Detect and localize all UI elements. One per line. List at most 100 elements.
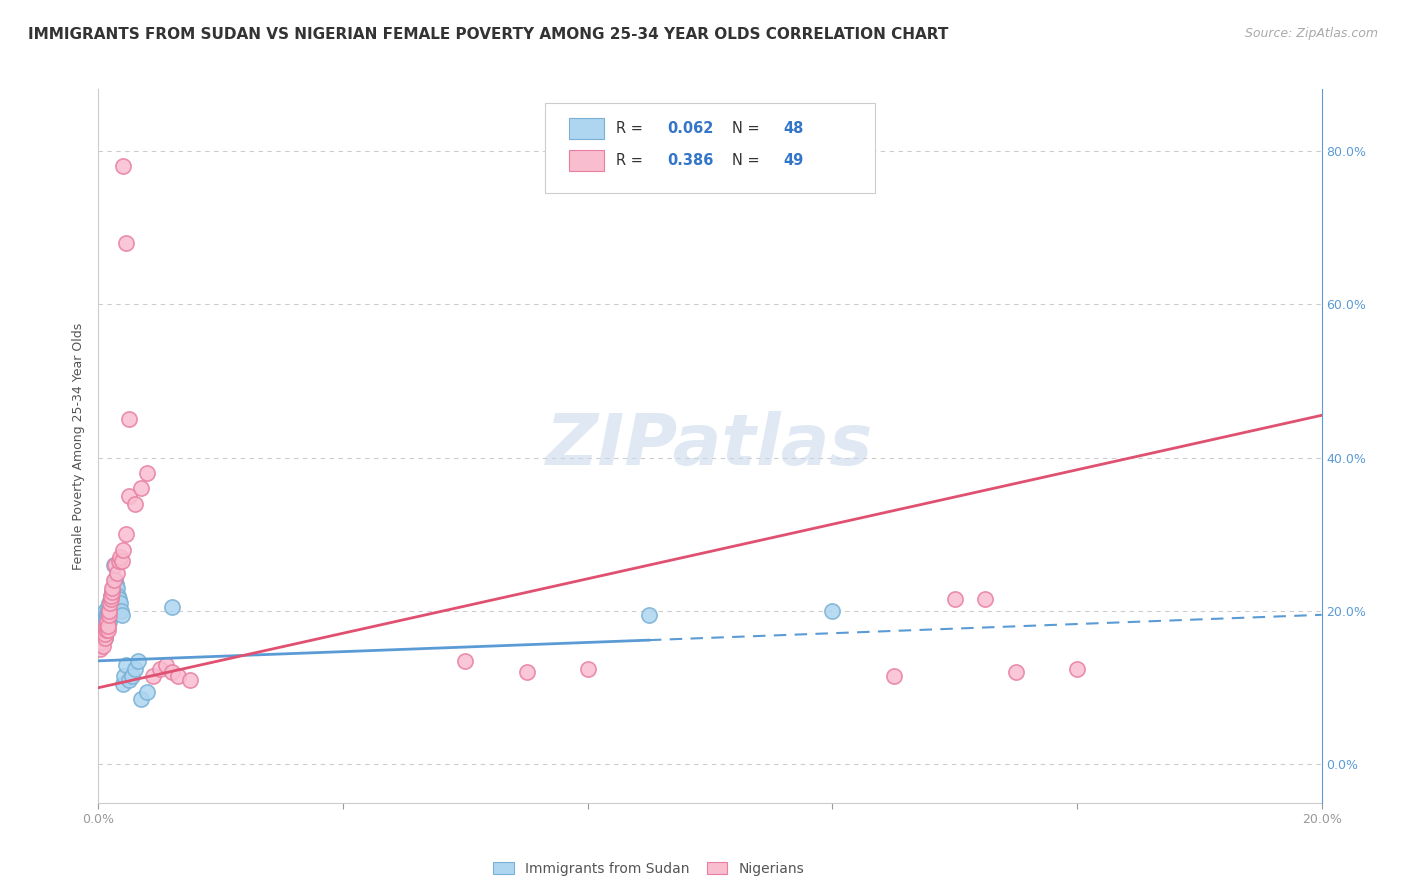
Text: N =: N =	[733, 153, 765, 168]
Text: 48: 48	[783, 121, 804, 136]
Point	[90, 634, 112, 648]
Point	[112, 669, 135, 683]
Point	[93, 615, 115, 630]
Point	[821, 604, 844, 618]
Point	[91, 627, 114, 641]
Point	[115, 527, 138, 541]
Point	[1004, 665, 1026, 680]
Point	[97, 619, 120, 633]
Point	[974, 592, 997, 607]
Point	[110, 604, 132, 618]
Legend: Immigrants from Sudan, Nigerians: Immigrants from Sudan, Nigerians	[488, 856, 810, 881]
Y-axis label: Female Poverty Among 25-34 Year Olds: Female Poverty Among 25-34 Year Olds	[72, 322, 86, 570]
Point	[98, 596, 121, 610]
Point	[94, 623, 117, 637]
Point	[98, 604, 121, 618]
Text: R =: R =	[616, 121, 647, 136]
Point	[93, 631, 115, 645]
Text: 49: 49	[783, 153, 804, 168]
Point	[100, 589, 122, 603]
Point	[637, 607, 661, 622]
Point	[121, 669, 143, 683]
Point	[93, 631, 115, 645]
Point	[89, 642, 111, 657]
Point	[129, 481, 152, 495]
Point	[90, 634, 112, 648]
Text: ZIPatlas: ZIPatlas	[547, 411, 873, 481]
Point	[127, 654, 149, 668]
Point	[100, 589, 122, 603]
Point	[101, 581, 124, 595]
Text: Source: ZipAtlas.com: Source: ZipAtlas.com	[1244, 27, 1378, 40]
Point	[111, 677, 134, 691]
Point	[94, 604, 117, 618]
Point	[136, 466, 159, 480]
Point	[108, 550, 131, 565]
Point	[91, 612, 114, 626]
FancyBboxPatch shape	[546, 103, 875, 193]
Text: N =: N =	[733, 121, 765, 136]
Point	[94, 607, 117, 622]
Point	[118, 489, 141, 503]
Point	[111, 554, 134, 568]
Point	[94, 627, 117, 641]
Point	[943, 592, 966, 607]
FancyBboxPatch shape	[569, 150, 603, 171]
Point	[97, 607, 120, 622]
Point	[883, 669, 905, 683]
Point	[111, 159, 134, 173]
Point	[124, 661, 146, 675]
Point	[100, 592, 122, 607]
Point	[179, 673, 201, 687]
Point	[129, 692, 152, 706]
Point	[98, 607, 121, 622]
Point	[96, 615, 118, 630]
Point	[89, 639, 111, 653]
Text: IMMIGRANTS FROM SUDAN VS NIGERIAN FEMALE POVERTY AMONG 25-34 YEAR OLDS CORRELATI: IMMIGRANTS FROM SUDAN VS NIGERIAN FEMALE…	[28, 27, 949, 42]
Point	[105, 581, 128, 595]
Point	[91, 619, 114, 633]
Point	[91, 623, 114, 637]
Point	[115, 657, 138, 672]
Point	[516, 665, 538, 680]
Point	[97, 623, 120, 637]
Text: R =: R =	[616, 153, 647, 168]
Point	[118, 412, 141, 426]
Point	[91, 639, 114, 653]
Point	[91, 631, 114, 645]
Point	[104, 558, 127, 572]
Point	[91, 607, 114, 622]
Point	[104, 577, 127, 591]
Point	[118, 673, 141, 687]
Point	[90, 627, 112, 641]
Point	[111, 607, 134, 622]
Point	[96, 619, 118, 633]
Point	[107, 592, 129, 607]
Point	[136, 684, 159, 698]
Point	[111, 542, 134, 557]
Point	[105, 566, 128, 580]
Point	[167, 669, 190, 683]
Point	[101, 592, 124, 607]
Point	[98, 604, 121, 618]
Point	[96, 607, 118, 622]
Point	[1066, 661, 1088, 675]
Point	[108, 596, 131, 610]
Point	[101, 584, 124, 599]
Point	[97, 600, 120, 615]
Point	[93, 623, 115, 637]
Point	[101, 584, 124, 599]
Point	[98, 596, 121, 610]
Point	[160, 665, 183, 680]
Point	[100, 592, 122, 607]
Point	[96, 615, 118, 630]
Point	[576, 661, 599, 675]
Point	[107, 589, 129, 603]
Point	[115, 235, 138, 250]
Point	[142, 669, 165, 683]
Point	[160, 600, 183, 615]
Text: 0.386: 0.386	[668, 153, 714, 168]
Text: 0.062: 0.062	[668, 121, 714, 136]
Point	[107, 554, 129, 568]
Point	[96, 612, 118, 626]
